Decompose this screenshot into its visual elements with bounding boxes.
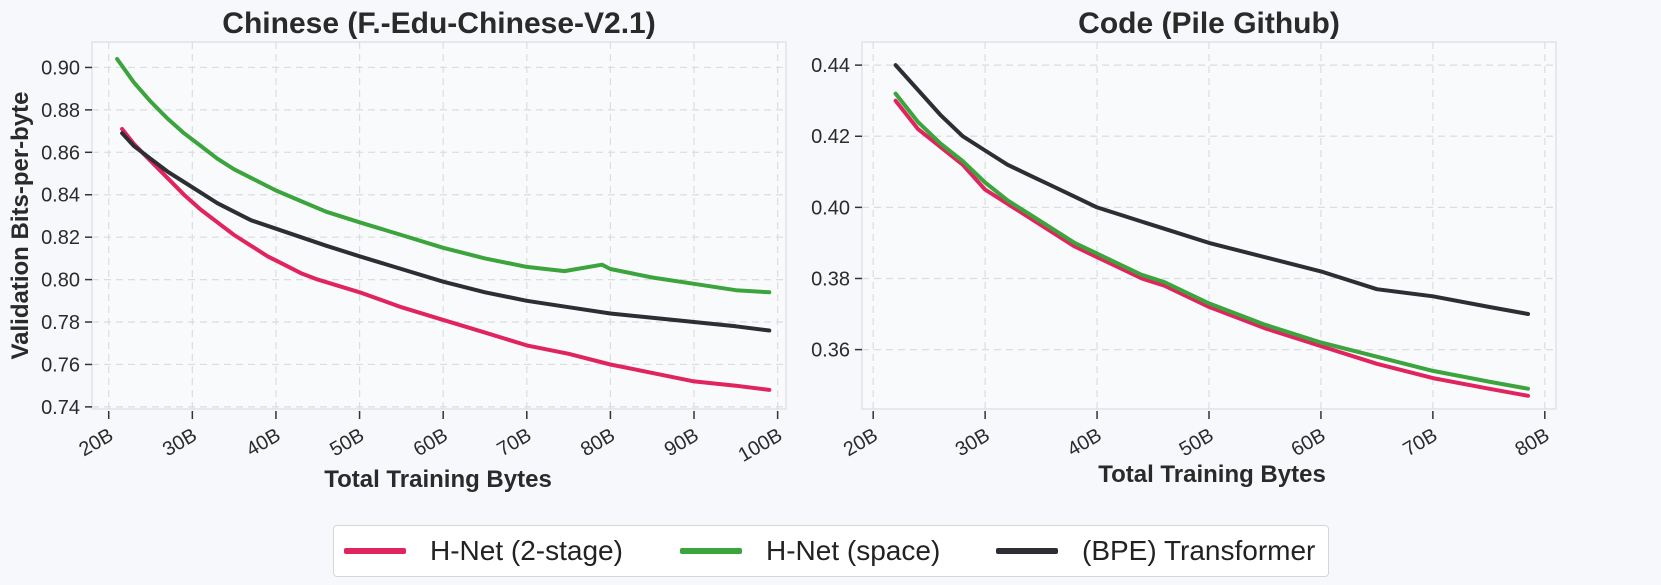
legend-swatch-hnet-space xyxy=(680,548,742,554)
chart-title: Code (Pile Github) xyxy=(1078,7,1340,40)
legend-item-hnet-2-stage: H-Net (2-stage) xyxy=(344,526,623,576)
series-line-bpe-transformer xyxy=(893,63,1530,316)
legend-item-bpe-transformer: (BPE) Transformer xyxy=(996,526,1315,576)
series-line-h-net-space xyxy=(115,57,772,295)
chart-panel-1: 0.74 0.76 0.78 0.80 0.82 0.84 0.86 0.88 0.90 20B 3… xyxy=(7,7,787,493)
y-tick-label: 0.38 xyxy=(811,268,850,290)
x-tick-label: 30B xyxy=(952,424,994,461)
x-axis-label: Total Training Bytes xyxy=(324,466,552,493)
x-tick-label: 20B xyxy=(840,424,882,461)
x-tick-label: 60B xyxy=(410,424,452,461)
series-line-h-net-2-stage xyxy=(120,127,772,392)
series-line-h-net-2-stage xyxy=(893,98,1530,398)
y-tick-label: 0.78 xyxy=(41,312,80,334)
series-line-bpe-transformer xyxy=(120,131,772,333)
y-tick-label: 0.74 xyxy=(41,397,80,419)
y-tick-label: 0.90 xyxy=(41,57,80,79)
legend-swatch-bpe-transformer xyxy=(996,548,1058,554)
legend-label-hnet-2-stage: H-Net (2-stage) xyxy=(430,535,623,566)
legend-item-hnet-space: H-Net (space) xyxy=(680,526,940,576)
y-tick-label: 0.80 xyxy=(41,270,80,292)
x-axis-label: Total Training Bytes xyxy=(1098,461,1326,488)
chart-panel-2: 0.36 0.38 0.40 0.42 0.44 20B 30B 40B 50B 60B 70B 80… xyxy=(811,7,1557,488)
plot-area xyxy=(91,41,787,410)
y-tick-label: 0.84 xyxy=(41,185,80,207)
y-axis-label: Validation Bits-per-byte xyxy=(7,91,34,359)
x-tick-label: 50B xyxy=(1176,424,1218,461)
series-line-h-net-space xyxy=(893,91,1530,391)
chart-title: Chinese (F.-Edu-Chinese-V2.1) xyxy=(222,7,655,40)
x-tick-label: 70B xyxy=(493,424,535,461)
x-tick-label: 30B xyxy=(159,424,201,461)
x-tick-label: 50B xyxy=(326,424,368,461)
y-tick-label: 0.86 xyxy=(41,142,80,164)
x-tick-label: 90B xyxy=(661,424,703,461)
x-tick-label: 40B xyxy=(1064,424,1106,461)
x-tick-label: 100B xyxy=(735,424,786,466)
y-tick-label: 0.40 xyxy=(811,197,850,219)
y-tick-label: 0.44 xyxy=(811,55,850,77)
y-tick-label: 0.36 xyxy=(811,340,850,362)
y-tick-label: 0.88 xyxy=(41,100,80,122)
x-tick-label: 80B xyxy=(577,424,619,461)
y-tick-label: 0.82 xyxy=(41,227,80,249)
x-tick-label: 60B xyxy=(1288,424,1330,461)
legend-label-bpe-transformer: (BPE) Transformer xyxy=(1082,535,1316,566)
x-tick-label: 20B xyxy=(75,424,117,461)
x-tick-label: 80B xyxy=(1511,424,1553,461)
x-tick-label: 40B xyxy=(243,424,285,461)
legend-label-hnet-space: H-Net (space) xyxy=(766,535,941,566)
legend-swatch-hnet-2-stage xyxy=(344,548,406,554)
x-tick-label: 70B xyxy=(1400,424,1442,461)
y-tick-label: 0.76 xyxy=(41,354,80,376)
y-tick-label: 0.42 xyxy=(811,126,850,148)
legend: H-Net (2-stage) H-Net (space) (BPE) Tran… xyxy=(333,525,1329,577)
